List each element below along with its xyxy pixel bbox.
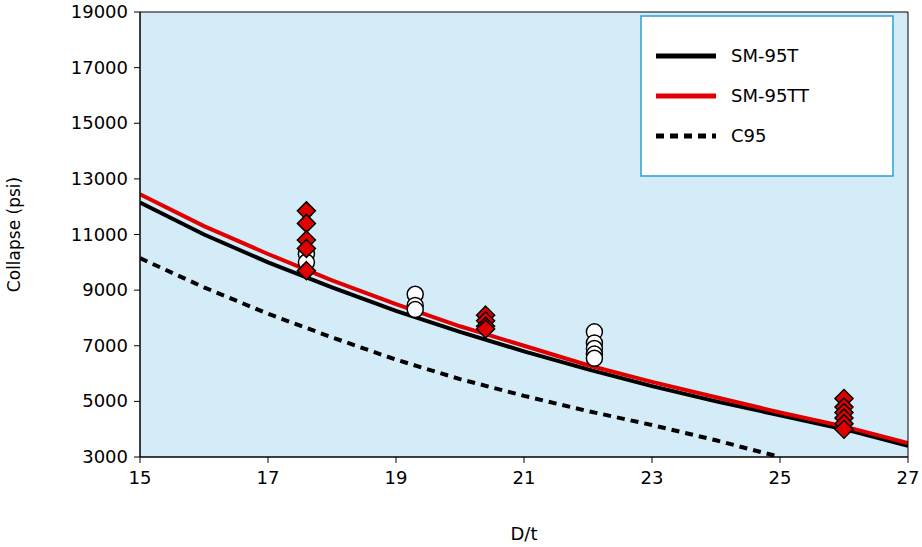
scatter-point	[586, 350, 602, 366]
y-tick	[134, 178, 140, 179]
legend-label: SM-95T	[731, 45, 799, 66]
x-tick	[140, 457, 141, 463]
y-tick-label: 19000	[71, 1, 128, 22]
y-tick-label: 13000	[71, 168, 128, 189]
legend	[641, 16, 893, 176]
x-tick-label: 23	[641, 467, 664, 488]
y-tick-label: 11000	[71, 224, 128, 245]
y-tick-label: 17000	[71, 57, 128, 78]
scatter-point	[477, 320, 495, 338]
scatter-point	[297, 239, 315, 257]
legend-swatch	[656, 94, 716, 99]
y-tick	[134, 234, 140, 235]
data-group	[140, 194, 908, 457]
x-axis-label: D/t	[511, 523, 538, 544]
series-line	[140, 194, 908, 443]
y-tick	[134, 12, 140, 13]
series-line	[140, 258, 780, 457]
series-line	[140, 203, 908, 446]
y-tick-label: 15000	[71, 112, 128, 133]
y-tick-label: 7000	[82, 335, 128, 356]
y-tick	[134, 123, 140, 124]
x-tick-label: 17	[257, 467, 280, 488]
x-tick	[396, 457, 397, 463]
scatter-point	[297, 214, 315, 232]
x-tick-label: 27	[897, 467, 920, 488]
y-tick-label: 5000	[82, 390, 128, 411]
plot-background	[140, 12, 908, 457]
x-tick	[652, 457, 653, 463]
y-tick	[134, 401, 140, 402]
x-tick-label: 25	[769, 467, 792, 488]
legend-swatch	[656, 134, 716, 139]
y-axis-label: Collapse (psi)	[4, 177, 24, 292]
legend-swatch	[656, 54, 716, 59]
x-tick	[908, 457, 909, 463]
x-tick	[268, 457, 269, 463]
x-tick-label: 19	[385, 467, 408, 488]
y-tick-label: 3000	[82, 446, 128, 467]
chart: 15 17 19 21 23 25 27 3000 5000 7000 9000 11000 13000…	[0, 0, 922, 547]
y-tick	[134, 345, 140, 346]
frame	[140, 12, 908, 13]
x-tick-label: 15	[129, 467, 152, 488]
legend-label: SM-95TT	[731, 85, 810, 106]
y-tick	[134, 457, 140, 458]
scatter-point	[297, 262, 315, 280]
y-tick	[134, 67, 140, 68]
y-tick	[134, 290, 140, 291]
x-tick-label: 21	[513, 467, 536, 488]
legend-label: C95	[731, 125, 766, 146]
frame	[908, 12, 909, 457]
scatter-point	[835, 420, 853, 438]
x-tick	[780, 457, 781, 463]
y-tick-label: 9000	[82, 279, 128, 300]
scatter-point	[407, 302, 423, 318]
x-tick	[524, 457, 525, 463]
